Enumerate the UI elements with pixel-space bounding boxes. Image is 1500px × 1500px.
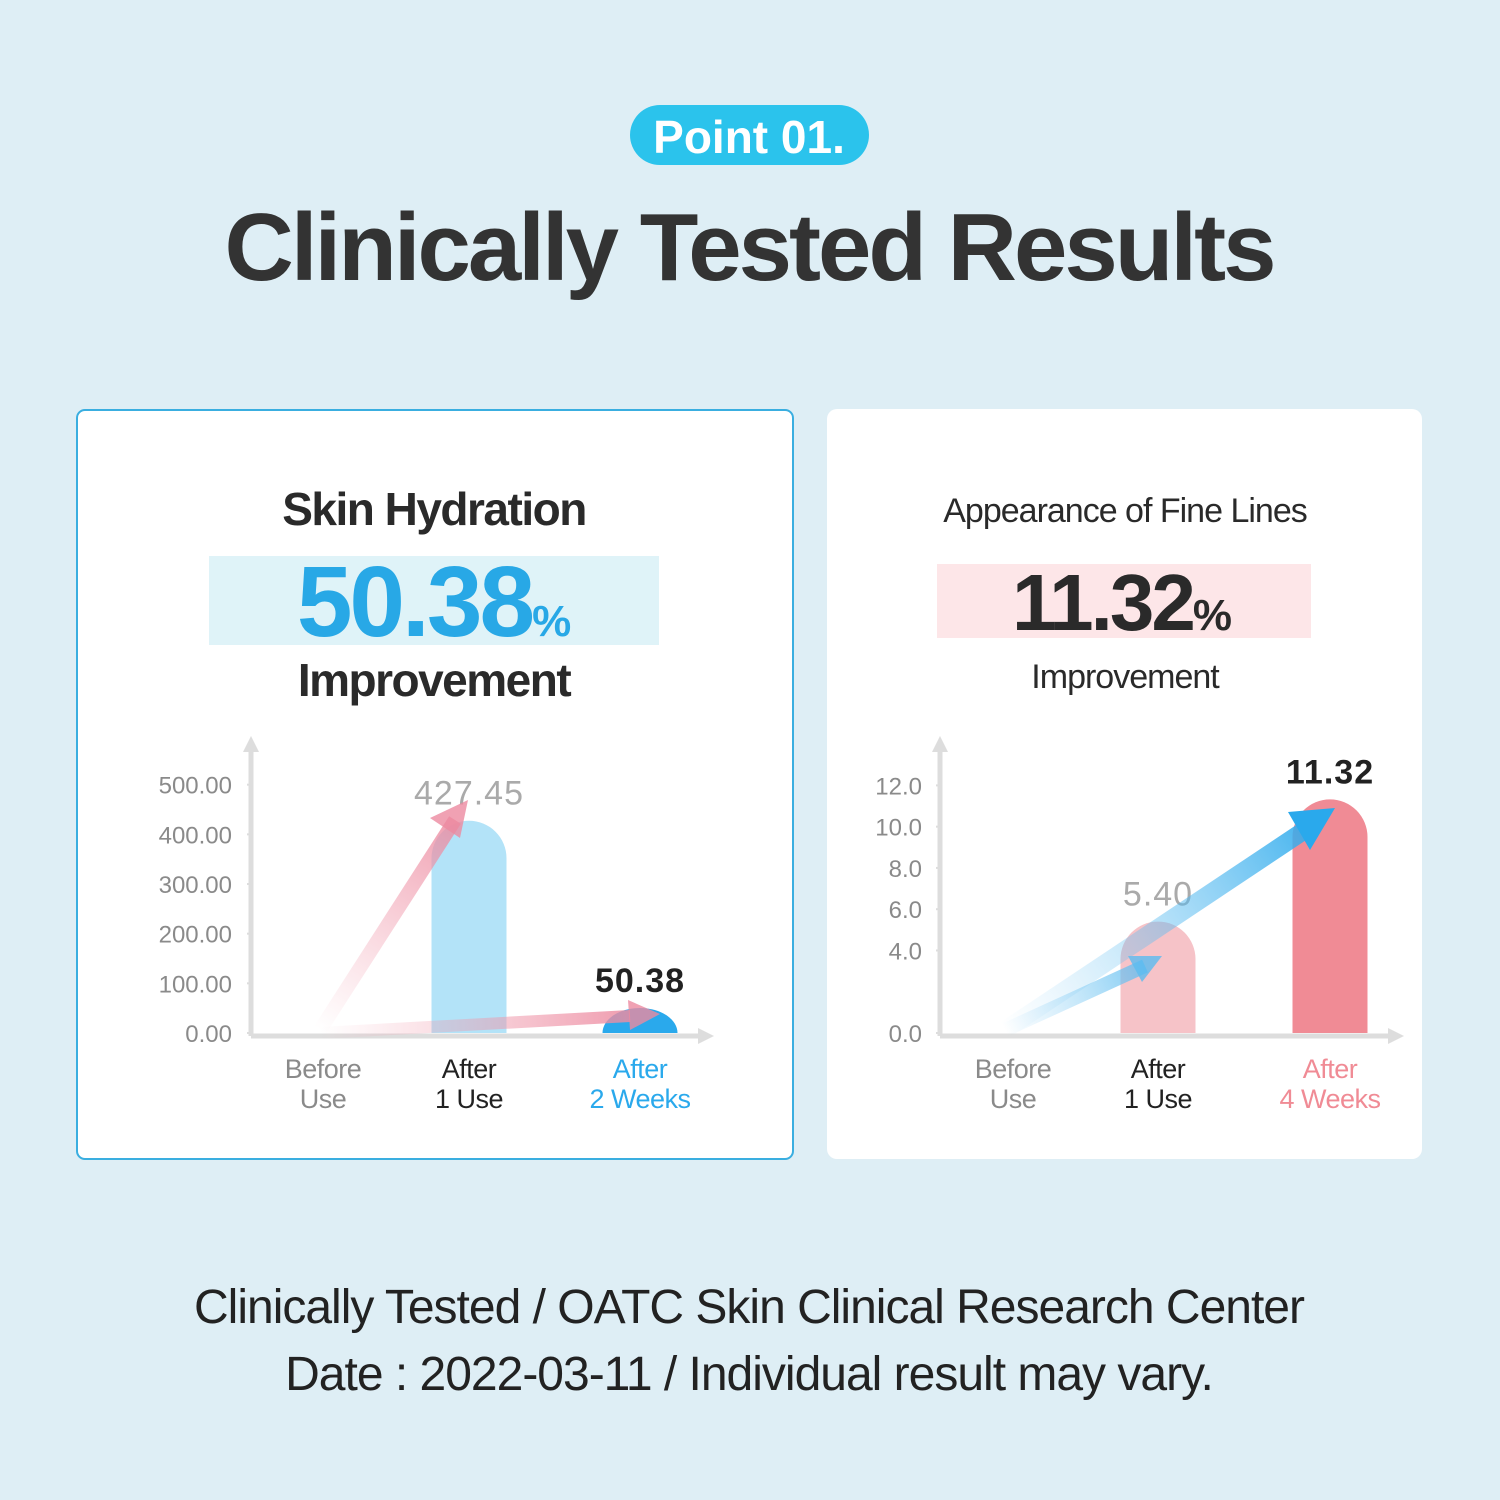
- arrow-head: [430, 800, 468, 838]
- x-tick-label: 4 Weeks: [1279, 1084, 1380, 1114]
- chart: 0.04.06.08.010.012.0BeforeUse5.40After1 …: [875, 736, 1404, 1114]
- chart-title: Skin Hydration: [282, 483, 586, 535]
- x-tick-label: After: [613, 1054, 668, 1084]
- headline-unit: %: [532, 597, 571, 646]
- y-tick-label: 300.00: [159, 872, 232, 899]
- x-tick-label: After: [442, 1054, 497, 1084]
- arrow: [1000, 822, 1310, 1038]
- x-axis-arrow: [698, 1028, 714, 1044]
- headline-unit: %: [1193, 591, 1232, 640]
- value-label: 50.38: [595, 962, 685, 1000]
- value-label: 427.45: [414, 775, 524, 813]
- chart-title: Appearance of Fine Lines: [943, 492, 1306, 530]
- chart: 0.00 100.00 200.00 300.00 400.00 500.00 Before…: [159, 736, 714, 1114]
- y-tick-label: 4.0: [889, 938, 922, 965]
- x-tick-label: After: [1131, 1054, 1186, 1084]
- y-tick-label: 0.0: [889, 1021, 922, 1048]
- x-tick-label: Use: [300, 1084, 347, 1114]
- footer-line: Date : 2022-03-11 / Individual result ma…: [285, 1348, 1213, 1401]
- highlight: [937, 564, 1311, 638]
- y-tick-label: 200.00: [159, 922, 232, 949]
- trend-arrows: [314, 800, 1335, 1039]
- x-tick-label: Before: [285, 1054, 362, 1084]
- x-tick-label: Use: [990, 1084, 1037, 1114]
- subtitle: Improvement: [298, 654, 572, 706]
- highlight: [209, 556, 659, 645]
- x-tick-label: 1 Use: [435, 1084, 503, 1114]
- x-tick-label: 1 Use: [1124, 1084, 1192, 1114]
- x-tick-label: After: [1303, 1054, 1358, 1084]
- bar: [431, 820, 507, 1033]
- page-title: Clinically Tested Results: [225, 194, 1274, 301]
- x-axis-arrow: [1388, 1028, 1404, 1044]
- badge-text: Point 01.: [653, 111, 845, 163]
- arrow-head: [1128, 956, 1162, 982]
- y-tick-label: 500.00: [159, 773, 232, 800]
- bar: [1292, 799, 1368, 1033]
- x-tick-label: 2 Weeks: [589, 1084, 690, 1114]
- headline: 11.32%: [1012, 558, 1232, 647]
- y-axis-arrow: [932, 736, 948, 752]
- arrow-head: [628, 1000, 660, 1030]
- y-tick-label: 100.00: [159, 971, 232, 998]
- arrow: [314, 816, 461, 1034]
- y-axis-arrow: [243, 736, 259, 752]
- arrow: [319, 1010, 631, 1039]
- headline-value: 11.32: [1012, 558, 1193, 647]
- y-tick-label: 0.00: [185, 1021, 232, 1048]
- y-tick-label: 12.0: [875, 773, 922, 800]
- value-label: 11.32: [1286, 753, 1374, 791]
- footer-line: Clinically Tested / OATC Skin Clinical R…: [194, 1281, 1305, 1334]
- y-tick-label: 400.00: [159, 822, 232, 849]
- arrow-head: [1288, 808, 1335, 850]
- y-tick-label: 8.0: [889, 856, 922, 883]
- headline-value: 50.38: [297, 546, 533, 658]
- y-tick-label: 6.0: [889, 897, 922, 924]
- subtitle: Improvement: [1031, 658, 1220, 696]
- x-tick-label: Before: [975, 1054, 1052, 1084]
- badge: [630, 105, 869, 165]
- headline: 50.38%: [297, 546, 571, 658]
- y-tick-label: 10.0: [875, 815, 922, 842]
